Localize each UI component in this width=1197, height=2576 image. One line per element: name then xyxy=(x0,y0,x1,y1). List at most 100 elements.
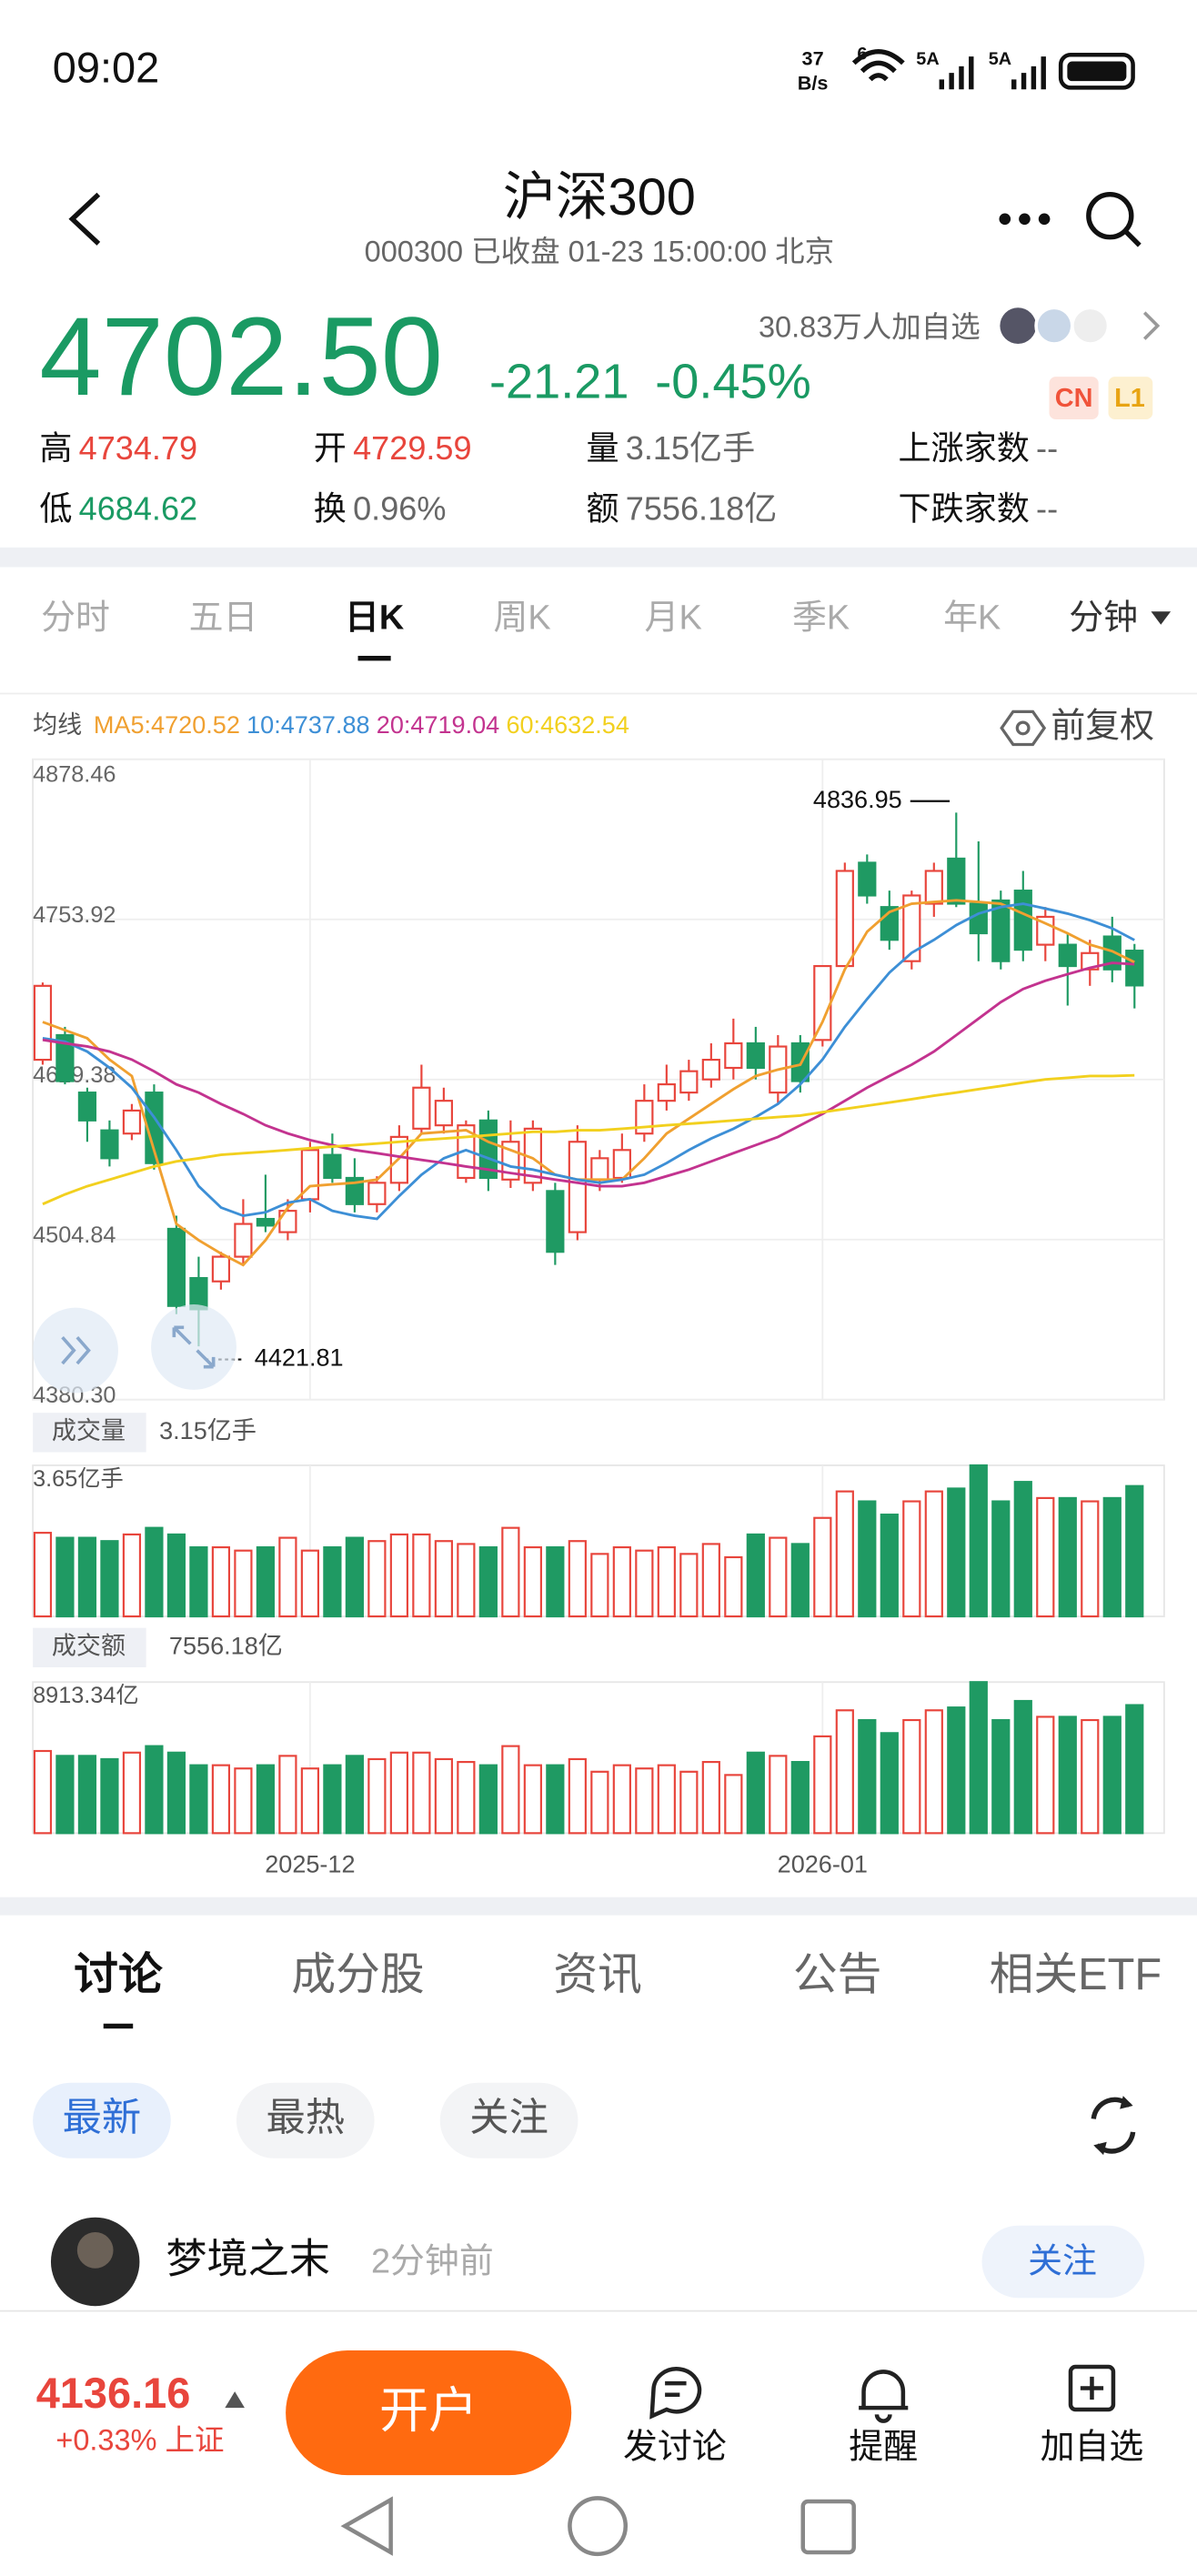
stat-value: -- xyxy=(1036,490,1058,528)
nav-home[interactable] xyxy=(568,2496,629,2557)
period-tab[interactable]: 季K xyxy=(792,599,850,637)
filter-pill[interactable] xyxy=(236,2082,375,2158)
volume-bar xyxy=(612,1545,631,1618)
nav-recent[interactable] xyxy=(800,2499,856,2555)
volume-bar xyxy=(679,1553,699,1618)
filter-pill[interactable] xyxy=(33,2082,171,2158)
open-account-button[interactable] xyxy=(286,2350,572,2476)
volume-bar xyxy=(902,1500,921,1618)
content-tab[interactable]: 资讯 xyxy=(553,1950,641,1999)
content-tab[interactable]: 公告 xyxy=(793,1950,881,1999)
filter-label: 关注 xyxy=(469,2097,548,2140)
stat-label: 低 xyxy=(39,490,72,528)
ma-legend-item: 60:4632.54 xyxy=(506,710,629,739)
candle-body xyxy=(77,1092,97,1122)
badge-bg xyxy=(1049,377,1099,420)
candle-body xyxy=(55,1033,75,1082)
x-tick-label: 2026-01 xyxy=(778,1850,868,1878)
action-label: 加自选 xyxy=(1041,2428,1144,2466)
volume-bar xyxy=(568,1540,587,1618)
more-button[interactable] xyxy=(999,213,1051,226)
signal-label: 5A xyxy=(916,49,939,69)
amount-bar xyxy=(568,1757,587,1835)
candle-body xyxy=(635,1100,654,1135)
volume-bar xyxy=(412,1533,431,1618)
period-tab[interactable]: 周K xyxy=(493,599,550,637)
amount-bar xyxy=(412,1751,431,1835)
ma-line xyxy=(42,902,1135,1221)
follow-label: 关注 xyxy=(1028,2242,1097,2280)
volume-bar xyxy=(1102,1496,1122,1618)
dot xyxy=(999,213,1011,226)
period-tab[interactable]: 分时 xyxy=(41,599,110,637)
ma-legend-item: 20:4719.04 xyxy=(377,710,499,739)
amount-bar xyxy=(434,1757,453,1835)
period-tab[interactable]: 年K xyxy=(943,599,1001,637)
candle-body xyxy=(412,1086,431,1130)
stat-value: 4684.62 xyxy=(79,490,197,528)
volume-bar xyxy=(880,1514,899,1618)
amount-bar xyxy=(546,1764,565,1835)
period-tab[interactable]: 五日 xyxy=(189,599,258,637)
volume-current: 3.15亿手 xyxy=(159,1416,256,1444)
price-change: -21.21 xyxy=(489,354,629,408)
filter-pill[interactable] xyxy=(439,2082,578,2158)
stat-label: 额 xyxy=(586,490,619,528)
follow-button[interactable] xyxy=(981,2225,1145,2299)
nav-back[interactable] xyxy=(340,2496,393,2556)
add-icon xyxy=(1080,2376,1104,2400)
ma-legend: MA5:4720.52 10:4737.88 20:4719.04 60:4632.5… xyxy=(94,710,629,739)
volume-bar xyxy=(858,1500,877,1618)
volume-bar xyxy=(234,1549,253,1618)
bottom-bar xyxy=(0,2310,1197,2576)
low-label: 4421.81 xyxy=(255,1343,344,1372)
content-tabs: 讨论 成分股 资讯 公告 相关ETF xyxy=(74,1950,1162,2029)
alert-button[interactable]: 提醒 xyxy=(849,2370,918,2466)
amount-bar xyxy=(389,1751,408,1835)
amount-bar xyxy=(1081,1718,1100,1835)
amount-bar xyxy=(145,1745,164,1835)
dot xyxy=(1038,213,1051,226)
period-tab[interactable]: 分钟 xyxy=(1069,599,1138,637)
badge: CN xyxy=(1055,384,1093,413)
candle-body xyxy=(546,1190,565,1253)
watchers-arrow[interactable] xyxy=(1142,311,1161,340)
open-account-label: 开户 xyxy=(379,2384,478,2439)
volume-bar xyxy=(790,1543,810,1618)
avatar xyxy=(1070,306,1111,346)
volume-bar xyxy=(55,1536,75,1618)
amount-bar xyxy=(858,1718,877,1835)
volume-bar xyxy=(746,1533,765,1618)
post-button[interactable]: 发讨论 xyxy=(623,2367,727,2466)
adjust-button[interactable]: 前复权 xyxy=(1000,707,1154,747)
y-tick-label: 3.65亿手 xyxy=(33,1466,124,1492)
dropdown-arrow xyxy=(1151,611,1172,625)
period-tab[interactable]: 日K xyxy=(345,599,405,637)
candle-body xyxy=(1013,890,1032,951)
refresh-button[interactable] xyxy=(1091,2096,1136,2156)
candle-body xyxy=(835,870,854,968)
action-label: 提醒 xyxy=(849,2428,918,2466)
amount-bar xyxy=(724,1774,743,1835)
back-button[interactable] xyxy=(68,192,101,246)
amount-bar xyxy=(679,1770,699,1835)
expand-button[interactable] xyxy=(151,1304,236,1390)
avatar xyxy=(1000,307,1037,345)
period-tab[interactable]: 月K xyxy=(645,599,702,637)
content-tab[interactable]: 成分股 xyxy=(291,1950,424,1999)
content-tab[interactable]: 相关ETF xyxy=(990,1950,1162,1999)
search-button[interactable] xyxy=(1086,192,1142,247)
amount-bar xyxy=(367,1757,387,1835)
amount-bar xyxy=(835,1709,854,1835)
candle-body xyxy=(211,1255,231,1283)
amount-bar xyxy=(1102,1716,1122,1835)
stat-label: 量 xyxy=(586,429,619,467)
volume-bar xyxy=(769,1536,788,1618)
amount-current: 7556.18亿 xyxy=(169,1631,283,1659)
watchlist-button[interactable]: 加自选 xyxy=(1041,2364,1144,2466)
volume-bar xyxy=(367,1540,387,1618)
amount-bar xyxy=(612,1764,631,1835)
content-tab[interactable]: 讨论 xyxy=(74,1950,163,1999)
candle-body xyxy=(724,1041,743,1070)
candle-body xyxy=(1081,951,1100,971)
